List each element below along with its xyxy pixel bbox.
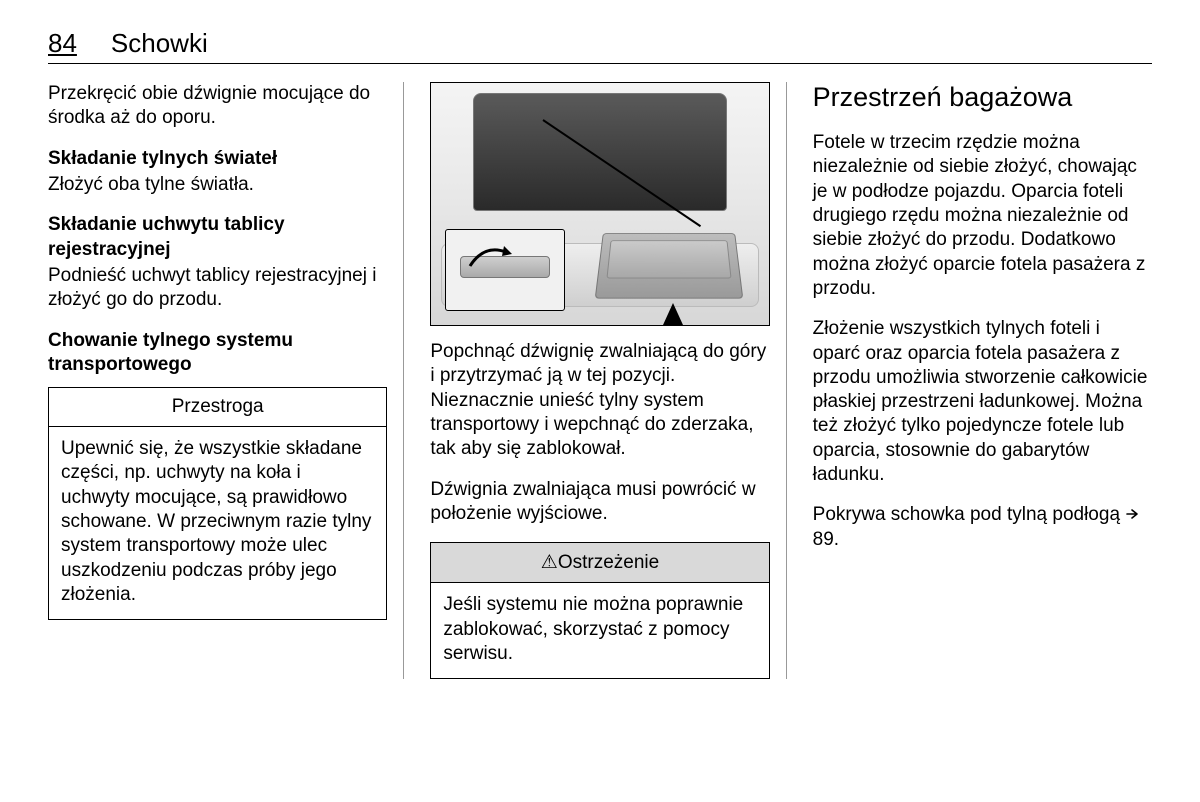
figure-trunk-opening [473,93,726,211]
section-title: Przestrzeń bagażowa [813,82,1152,113]
instruction-figure [430,82,769,326]
paragraph: Przekręcić obie dźwignie mocujące do śro… [48,82,387,131]
warning-title: ⚠Ostrzeżenie [431,543,768,583]
figure-inset [445,229,565,311]
warning-box: ⚠Ostrzeżenie Jeśli systemu nie można pop… [430,542,769,679]
paragraph: Złożenie wszystkich tylnych foteli i opa… [813,317,1152,487]
warning-body: Jeśli systemu nie można poprawnie zablok… [431,583,768,678]
warning-icon: ⚠ [541,552,558,573]
content-columns: Przekręcić obie dźwignie mocujące do śro… [48,82,1152,679]
paragraph: Dźwignia zwalniająca musi powrócić w poł… [430,478,769,527]
paragraph-text: Pokrywa schowka pod tylną podłogą [813,504,1126,525]
paragraph: Fotele w trzecim rzędzie można niezależn… [813,131,1152,301]
column-1: Przekręcić obie dźwignie mocujące do śro… [48,82,404,679]
warning-title-text: Ostrzeżenie [558,552,659,573]
caution-title: Przestroga [49,388,386,427]
column-2: Popchnąć dźwignię zwalniającą do góry i … [430,82,786,679]
caution-box: Przestroga Upewnić się, że wszystkie skł… [48,387,387,620]
figure-carrier-tray [594,233,743,299]
curved-arrow-icon [464,242,512,272]
page-number: 84 [48,28,77,59]
paragraph: Złożyć oba tylne światła. [48,173,387,197]
paragraph: Podnieść uchwyt tablicy rejestracyjnej i… [48,264,387,313]
subheading: Chowanie tylnego systemu transportowego [48,330,293,375]
column-3: Przestrzeń bagażowa Fotele w trzecim rzę… [813,82,1152,679]
paragraph: Popchnąć dźwignię zwalniającą do góry i … [430,340,769,462]
arrow-up-icon [663,303,683,325]
page-reference-icon [1125,504,1139,518]
caution-body: Upewnić się, że wszystkie składane częśc… [49,427,386,619]
page-header: 84 Schowki [48,28,1152,64]
figure-car-body [431,83,768,325]
chapter-title: Schowki [111,28,208,59]
page-reference-number: 89. [813,529,839,550]
subheading: Składanie tylnych świateł [48,148,277,169]
paragraph-with-ref: Pokrywa schowka pod tylną podłogą 89. [813,503,1152,552]
subheading: Składanie uchwytu tablicy rejestracyjnej [48,214,285,259]
